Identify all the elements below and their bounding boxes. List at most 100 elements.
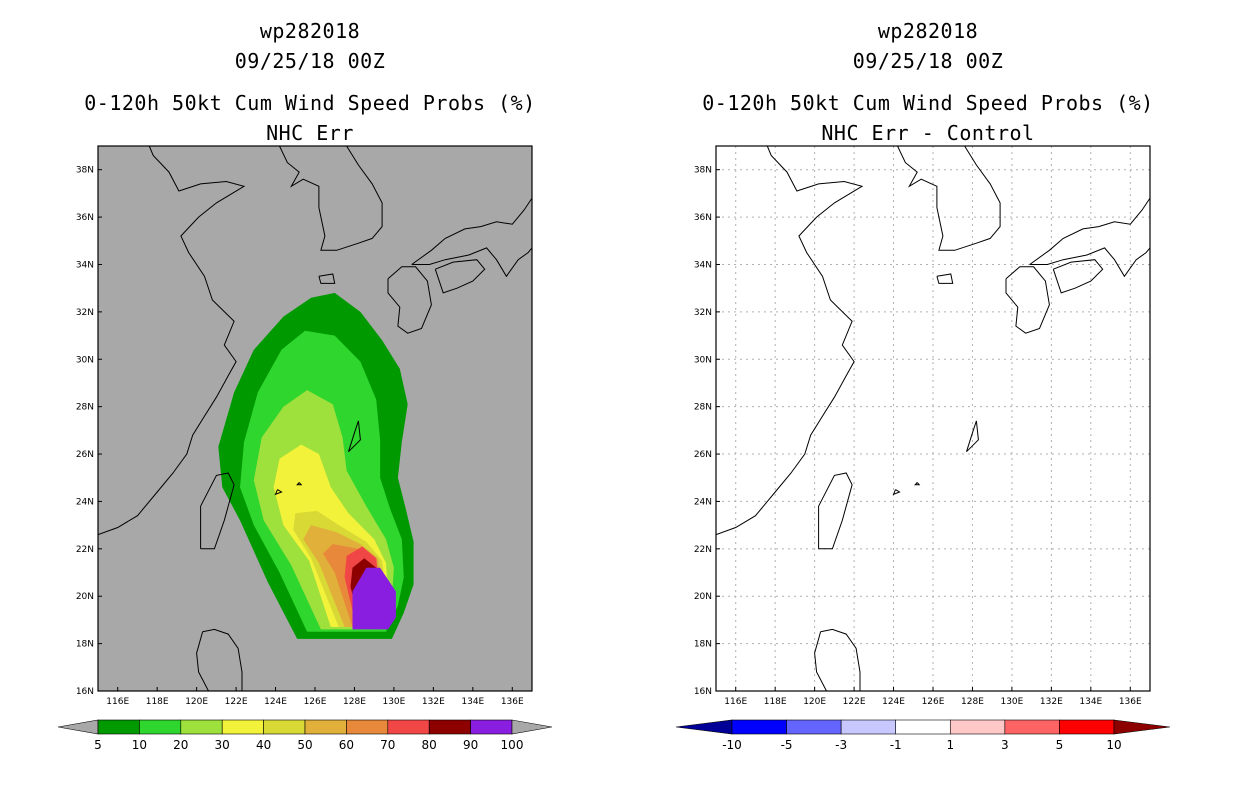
colorbar-label: 10 (132, 738, 147, 752)
coastline (1005, 266, 1050, 334)
coastline (279, 146, 383, 251)
x-tick-label: 124E (882, 697, 905, 707)
prob-contour-90 (352, 567, 396, 630)
left-panel-titles: wp282018 09/25/18 00Z 0-120h 50kt Cum Wi… (30, 16, 590, 148)
y-tick-label: 18N (694, 640, 712, 650)
coastline (897, 146, 1001, 251)
y-tick-label: 28N (694, 403, 712, 413)
y-tick-label: 16N (76, 687, 94, 697)
left-chart-title: 0-120h 50kt Cum Wind Speed Probs (%) (84, 91, 536, 115)
x-tick-label: 122E (225, 697, 248, 707)
x-tick-label: 134E (1079, 697, 1102, 707)
y-tick-label: 24N (694, 497, 712, 507)
x-tick-label: 126E (304, 697, 327, 707)
x-tick-label: 118E (146, 697, 169, 707)
right-storm-id: wp282018 (877, 19, 979, 43)
left-map-panel: 116E 118E 120E 122E 124E 126E 128E 130E 132E 134E… (76, 145, 533, 707)
colorbar-segment (263, 719, 306, 735)
right-panel-titles: wp282018 09/25/18 00Z 0-120h 50kt Cum Wi… (648, 16, 1208, 148)
colorbar-segment (1004, 719, 1060, 735)
coastline (200, 472, 235, 550)
coastline (716, 146, 864, 536)
y-tick-label: 18N (76, 640, 94, 650)
colorbar-label: 1 (946, 738, 954, 752)
colorbar-segment (470, 719, 513, 735)
x-tick-label: 126E (922, 697, 945, 707)
colorbar-label: 100 (501, 738, 524, 752)
colorbar-segment (840, 719, 897, 735)
colorbar-low-arrow (675, 719, 733, 735)
x-tick-label: 120E (803, 697, 826, 707)
coastline (814, 628, 861, 691)
y-tick-label: 28N (76, 403, 94, 413)
coastline (1029, 197, 1150, 278)
colorbar-label: 10 (1106, 738, 1121, 752)
colorbar-segment (786, 719, 842, 735)
x-tick-label: 122E (843, 697, 866, 707)
y-tick-label: 22N (694, 545, 712, 555)
colorbar-label: -10 (722, 738, 742, 752)
right-chart-title: 0-120h 50kt Cum Wind Speed Probs (%) (702, 91, 1154, 115)
x-tick-label: 136E (501, 697, 524, 707)
colorbar-label: 80 (422, 738, 437, 752)
x-tick-label: 118E (764, 697, 787, 707)
coastline (966, 420, 979, 453)
y-tick-label: 30N (694, 355, 712, 365)
right-datetime: 09/25/18 00Z (852, 49, 1004, 73)
coastline (98, 146, 246, 536)
x-tick-label: 136E (1119, 697, 1142, 707)
colorbar-label: 30 (215, 738, 230, 752)
coastline (936, 273, 954, 284)
colorbar-label: 50 (297, 738, 312, 752)
colorbar-label: -3 (835, 738, 847, 752)
x-tick-label: 128E (343, 697, 366, 707)
y-tick-label: 34N (76, 260, 94, 270)
colorbar-segment (304, 719, 347, 735)
y-tick-label: 34N (694, 260, 712, 270)
colorbar-label: 40 (256, 738, 271, 752)
x-tick-label: 124E (264, 697, 287, 707)
y-tick-label: 32N (76, 308, 94, 318)
x-tick-label: 132E (1040, 697, 1063, 707)
left-datetime: 09/25/18 00Z (234, 49, 386, 73)
colorbar-high-arrow (1113, 719, 1171, 735)
x-tick-label: 116E (724, 697, 747, 707)
colorbar-segment (428, 719, 471, 735)
y-tick-label: 30N (76, 355, 94, 365)
y-tick-label: 22N (76, 545, 94, 555)
left-map-layers (98, 146, 532, 691)
right-colorbar: -10 -5 -3 -1 1 3 5 10 (675, 719, 1171, 752)
colorbar-label: 3 (1001, 738, 1009, 752)
left-storm-id: wp282018 (259, 19, 361, 43)
right-map-panel: 116E 118E 120E 122E 124E 126E 128E 130E 132E 134E… (694, 145, 1151, 707)
coastline (411, 197, 532, 278)
colorbar-segment (895, 719, 951, 735)
x-tick-label: 116E (106, 697, 129, 707)
coastline (818, 472, 853, 550)
coastline (196, 628, 243, 691)
left-chart-subtitle: NHC Err (266, 121, 354, 145)
y-tick-label: 26N (694, 450, 712, 460)
coastline (274, 489, 283, 496)
colorbar-segment (1059, 719, 1115, 735)
right-chart-subtitle: NHC Err - Control (821, 121, 1035, 145)
colorbar-segment (97, 719, 140, 735)
y-tick-label: 38N (694, 166, 712, 176)
colorbar-label: -1 (890, 738, 902, 752)
colorbar-segment (731, 719, 787, 735)
y-tick-label: 32N (694, 308, 712, 318)
colorbar-segment (346, 719, 389, 735)
x-tick-label: 120E (185, 697, 208, 707)
y-tick-label: 20N (694, 592, 712, 602)
coastline (892, 489, 901, 496)
y-tick-label: 36N (76, 213, 94, 223)
right-map-layers (716, 146, 1150, 691)
colorbar-label: 20 (173, 738, 188, 752)
x-tick-label: 130E (382, 697, 405, 707)
y-tick-label: 24N (76, 497, 94, 507)
colorbar-segment (949, 719, 1006, 735)
x-tick-label: 130E (1000, 697, 1023, 707)
coastline (387, 266, 432, 334)
y-tick-label: 36N (694, 213, 712, 223)
